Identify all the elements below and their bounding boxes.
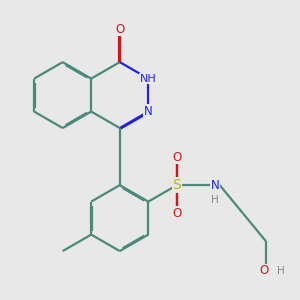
Text: N: N	[144, 105, 153, 118]
Text: H: H	[211, 195, 219, 205]
Text: NH: NH	[140, 74, 157, 84]
Text: O: O	[115, 22, 124, 36]
Text: O: O	[172, 207, 182, 220]
Text: N: N	[210, 178, 219, 192]
Text: O: O	[172, 151, 182, 164]
Text: H: H	[277, 266, 285, 276]
Text: S: S	[172, 178, 181, 192]
Text: O: O	[260, 264, 269, 278]
